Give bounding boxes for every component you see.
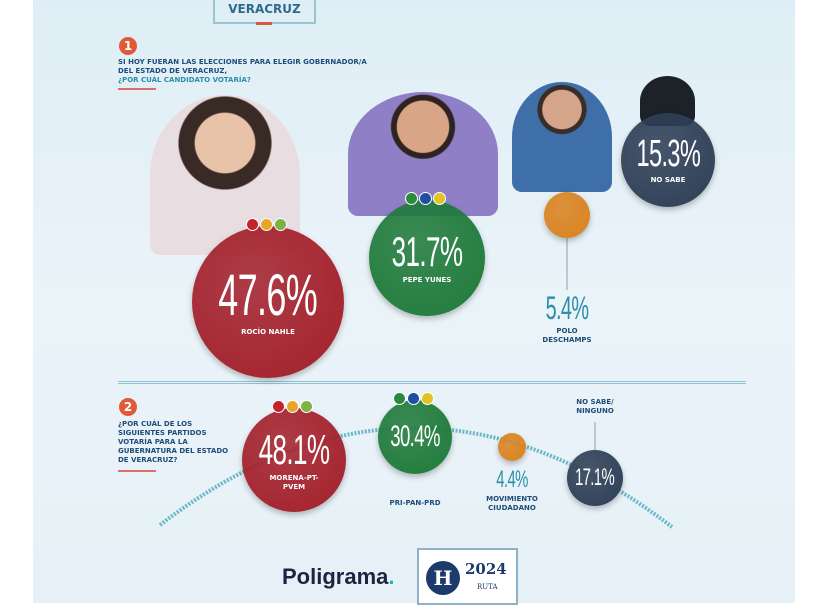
bubble-1-2: 31.7% PEPE YUNES <box>369 200 485 316</box>
party-logos-icon <box>405 192 446 205</box>
brand-name: Poligrama <box>282 564 389 589</box>
bubble-1-3 <box>544 192 590 238</box>
candidate-photo-deschamps <box>512 82 612 192</box>
heraldo-ruta-2024-logo: H 2024 RUTA <box>417 548 518 605</box>
poligrama-logo: Poligrama. <box>282 564 395 590</box>
divider-rule <box>118 470 156 472</box>
category-label-box: PRI-PAN-PRD <box>370 496 460 508</box>
category-label-box: NO SABE/ NINGUNO <box>555 398 635 416</box>
category-label: MORENA-PT-PVEM <box>269 473 319 491</box>
value-label: 15.3% <box>636 133 700 175</box>
value-label-box: 5.4% POLO DESCHAMPS <box>522 292 612 345</box>
bubble-2-2: 30.4% <box>378 400 452 474</box>
value-label: 31.7% <box>391 228 463 275</box>
value-label: 4.4% <box>496 466 528 493</box>
value-label: 17.1% <box>575 464 615 491</box>
value-label-box: 4.4% MOVIMIENTO CIUDADANO <box>467 468 557 513</box>
bubble-2-4: 17.1% <box>567 450 623 506</box>
logo-year: 2024 <box>465 560 507 578</box>
category-label: PEPE YUNES <box>402 276 452 284</box>
category-label: POLO DESCHAMPS <box>542 327 592 344</box>
value-label: 47.6% <box>218 263 318 328</box>
bubble-2-1: 48.1% MORENA-PT-PVEM <box>242 408 346 512</box>
value-label: 48.1% <box>258 425 330 473</box>
title-accent <box>256 22 272 25</box>
bubble-1-1: 47.6% ROCÍO NAHLE <box>192 226 344 378</box>
category-label: MOVIMIENTO CIUDADANO <box>486 495 538 512</box>
value-label: 30.4% <box>390 420 440 453</box>
logo-sub: RUTA <box>477 583 498 591</box>
category-label: ROCÍO NAHLE <box>241 328 295 336</box>
party-logos-icon <box>272 400 313 413</box>
logo-letter: H <box>426 561 460 595</box>
bubble-1-4: 15.3% NO SABE <box>621 113 715 207</box>
value-label: 5.4% <box>545 290 589 326</box>
question-1-text: SI HOY FUERAN LAS ELECCIONES PARA ELEGIR… <box>118 58 367 75</box>
party-logos-icon <box>246 218 287 231</box>
party-logos-icon <box>393 392 434 405</box>
category-label: PRI-PAN-PRD <box>389 499 441 507</box>
question-2: ¿POR CUÁL DE LOS SIGUIENTES PARTIDOS VOT… <box>118 420 229 464</box>
question-number-1: 1 <box>119 37 137 55</box>
category-label: NO SABE/ NINGUNO <box>576 398 614 415</box>
question-1: SI HOY FUERAN LAS ELECCIONES PARA ELEGIR… <box>118 58 368 85</box>
section-divider <box>118 381 746 384</box>
question-1-highlight: ¿POR CUÁL CANDIDATO VOTARÍA? <box>118 76 251 84</box>
category-label: NO SABE <box>650 176 686 184</box>
question-number-2: 2 <box>119 398 137 416</box>
divider-rule <box>118 88 156 90</box>
brand-dot: . <box>388 564 395 589</box>
bubble-2-3 <box>498 433 526 461</box>
